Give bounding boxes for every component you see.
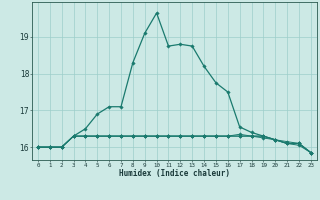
X-axis label: Humidex (Indice chaleur): Humidex (Indice chaleur) bbox=[119, 169, 230, 178]
